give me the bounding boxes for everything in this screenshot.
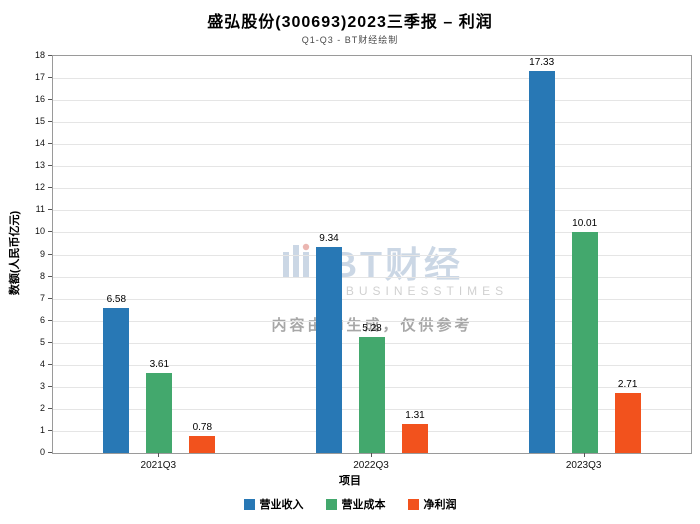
- legend-item: 净利润: [407, 496, 457, 512]
- gridline: [53, 210, 691, 212]
- y-tick-label: 7: [39, 292, 45, 303]
- gridline: [53, 144, 691, 146]
- y-tick-mark: [48, 407, 52, 409]
- bar: [189, 435, 216, 453]
- y-tick-label: 17: [34, 72, 45, 83]
- y-tick-label: 14: [34, 138, 45, 149]
- y-tick-label: 8: [39, 270, 45, 281]
- y-tick-mark: [48, 253, 52, 255]
- bar: [528, 70, 555, 453]
- y-tick-mark: [48, 341, 52, 343]
- gridline: [53, 122, 691, 124]
- bar-value-label: 10.01: [572, 218, 598, 230]
- y-tick-mark: [48, 297, 52, 299]
- bar-value-label: 2.71: [617, 379, 638, 391]
- gridline: [53, 78, 691, 80]
- legend-swatch: [325, 498, 337, 510]
- legend-item: 营业收入: [243, 496, 304, 512]
- bar-value-label: 6.58: [106, 293, 127, 305]
- y-tick-label: 4: [39, 358, 45, 369]
- y-tick-label: 10: [34, 226, 45, 237]
- y-tick-label: 16: [34, 94, 45, 105]
- y-tick-label: 2: [39, 402, 45, 413]
- gridline: [53, 320, 691, 322]
- y-tick-label: 9: [39, 248, 45, 259]
- gridline: [53, 276, 691, 278]
- legend-label: 营业收入: [259, 499, 304, 511]
- y-tick-mark: [48, 187, 52, 189]
- y-tick-mark: [48, 165, 52, 167]
- bar-value-label: 1.31: [405, 410, 425, 422]
- y-tick-label: 3: [39, 380, 45, 391]
- y-tick-mark: [48, 452, 52, 453]
- bar: [103, 307, 130, 453]
- y-tick-mark: [48, 99, 52, 101]
- y-tick-mark: [48, 77, 52, 79]
- bar: [402, 424, 428, 453]
- y-tick-label: 1: [39, 424, 45, 435]
- plot-area: BT财经 BUSINESSTIMES 内容由AI生成，仅供参考 6.58 3.61…: [52, 55, 692, 454]
- x-axis-label: 项目: [339, 475, 361, 487]
- x-tick-mark: [583, 453, 585, 457]
- x-tick-mark: [158, 453, 160, 457]
- legend-label: 营业成本: [341, 499, 386, 511]
- y-tick-label: 11: [35, 204, 45, 215]
- bar: [359, 336, 385, 453]
- y-tick-label: 13: [34, 160, 45, 171]
- y-tick-mark: [48, 143, 52, 145]
- gridline: [53, 188, 691, 190]
- y-tick-mark: [48, 319, 52, 321]
- bar: [316, 247, 342, 453]
- y-tick-label: 12: [34, 182, 45, 193]
- gridline: [53, 254, 691, 256]
- y-tick-mark: [48, 429, 52, 431]
- legend-item: 营业成本: [325, 496, 386, 512]
- category-label: 2022Q3: [353, 460, 389, 471]
- y-tick-mark: [48, 55, 52, 56]
- category-label: 2021Q3: [140, 460, 177, 471]
- y-tick-label: 15: [34, 116, 45, 127]
- bar-value-label: 0.78: [192, 421, 213, 433]
- legend-swatch: [243, 498, 255, 510]
- x-tick-mark: [371, 453, 372, 457]
- bar-value-label: 5.28: [362, 322, 382, 334]
- legend-label: 净利润: [423, 499, 457, 511]
- y-tick-label: 5: [39, 336, 45, 347]
- gridline: [53, 232, 691, 234]
- gridline: [53, 298, 691, 300]
- y-tick-mark: [48, 231, 52, 233]
- bar-value-label: 9.34: [319, 233, 339, 245]
- y-tick-mark: [48, 275, 52, 277]
- bar: [614, 393, 641, 453]
- gridline: [53, 166, 691, 168]
- y-tick-mark: [48, 363, 52, 365]
- chart-subtitle: Q1-Q3 - BT财经绘制: [301, 35, 399, 45]
- y-tick-label: 0: [39, 447, 45, 457]
- bar: [571, 232, 598, 453]
- y-tick-mark: [48, 121, 52, 123]
- y-tick-label: 6: [39, 314, 45, 325]
- bar-value-label: 3.61: [149, 359, 170, 371]
- y-tick-mark: [48, 385, 52, 387]
- legend-swatch: [407, 498, 419, 510]
- y-tick-mark: [48, 209, 52, 211]
- chart-title: 盛弘股份(300693)2023三季报 – 利润: [207, 14, 493, 31]
- y-tick-label: 18: [34, 50, 45, 60]
- bar: [146, 373, 173, 453]
- gridline: [53, 100, 691, 102]
- category-label: 2023Q3: [565, 460, 602, 471]
- legend: 营业收入 营业成本 净利润: [0, 496, 700, 512]
- bar-value-label: 17.33: [529, 56, 555, 68]
